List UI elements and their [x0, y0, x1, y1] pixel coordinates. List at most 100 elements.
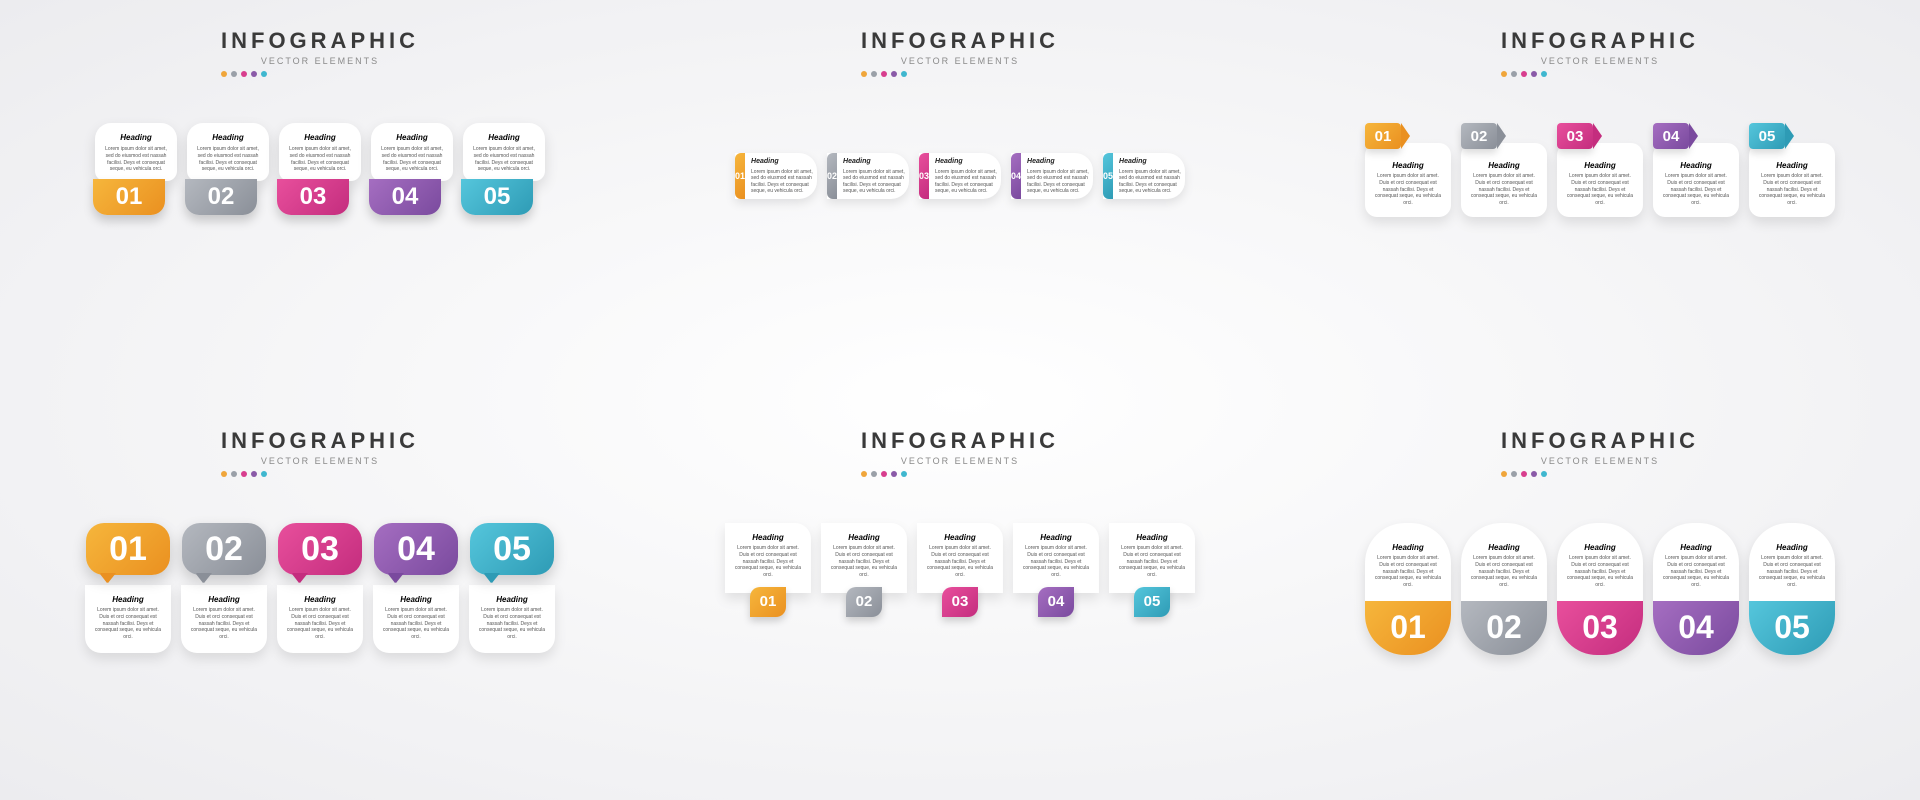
- step-heading: Heading: [1020, 533, 1092, 542]
- step-card: HeadingLorem ipsum dolor sit amet. Duis …: [1749, 143, 1835, 217]
- step-body: Lorem ipsum dolor sit amet. Duis et orci…: [1565, 555, 1635, 589]
- panel-header: INFOGRAPHICVECTOR ELEMENTS: [1501, 428, 1699, 477]
- step-text: HeadingLorem ipsum dolor sit amet, sed d…: [843, 157, 909, 194]
- step-body: Lorem ipsum dolor sit amet. Duis et orci…: [284, 607, 356, 641]
- step-05: Heading Lorem ipsum dolor sit amet, sed d…: [463, 123, 545, 215]
- step-text: HeadingLorem ipsum dolor sit amet, sed d…: [1027, 157, 1093, 194]
- step-01: 01 HeadingLorem ipsum dolor sit amet. Dui…: [85, 523, 171, 653]
- step-01: 01 Heading Lorem ipsum dolor sit amet, sed…: [735, 153, 817, 199]
- step-heading: Heading: [1468, 161, 1540, 170]
- palette-dot: [261, 71, 267, 77]
- step-number: 01: [93, 179, 165, 215]
- step-number: 05: [1134, 587, 1170, 617]
- step-card: Heading Lorem ipsum dolor sit amet. Duis …: [725, 523, 811, 593]
- step-card: HeadingLorem ipsum dolor sit amet. Duis …: [85, 585, 171, 653]
- bubble-tail: [484, 574, 498, 583]
- step-body: Lorem ipsum dolor sit amet. Duis et orci…: [1469, 555, 1539, 589]
- step-body: Lorem ipsum dolor sit amet, sed do eiusm…: [751, 169, 813, 195]
- palette-dot: [891, 471, 897, 477]
- step-body: Lorem ipsum dolor sit amet. Duis et orci…: [1661, 555, 1731, 589]
- palette-dot: [1531, 71, 1537, 77]
- palette-dot: [251, 71, 257, 77]
- step-03: 03HeadingLorem ipsum dolor sit amet. Dui…: [277, 523, 363, 653]
- step-heading: Heading: [751, 157, 813, 166]
- step-card: HeadingLorem ipsum dolor sit amet. Duis …: [1109, 523, 1195, 593]
- step-02: Heading Lorem ipsum dolor sit amet, sed d…: [187, 123, 269, 215]
- step-body: Lorem ipsum dolor sit amet, sed do eiusm…: [469, 146, 539, 173]
- step-card-top: HeadingLorem ipsum dolor sit amet. Duis …: [1557, 523, 1643, 601]
- step-tag: 01: [1365, 123, 1401, 149]
- step-number: 04: [1011, 153, 1021, 199]
- step-body: Lorem ipsum dolor sit amet, sed do eiusm…: [101, 146, 171, 173]
- step-tag: 04: [1653, 123, 1689, 149]
- palette-dots: [221, 71, 419, 77]
- step-number: 02: [1461, 601, 1547, 655]
- panel-header: INFOGRAPHICVECTOR ELEMENTS: [861, 428, 1059, 477]
- palette-dot: [901, 471, 907, 477]
- step-card: Heading Lorem ipsum dolor sit amet. Duis …: [181, 585, 267, 653]
- step-body: Lorem ipsum dolor sit amet. Duis et orci…: [476, 607, 548, 641]
- step-card: HeadingLorem ipsum dolor sit amet. Duis …: [1013, 523, 1099, 593]
- panel-1: INFOGRAPHICVECTOR ELEMENTS Heading Lorem i…: [0, 0, 640, 400]
- step-card: Heading Lorem ipsum dolor sit amet, sed d…: [463, 123, 545, 181]
- palette-dot: [871, 71, 877, 77]
- step-number: 03: [1567, 128, 1584, 145]
- step-number: 04: [1663, 128, 1680, 145]
- palette-dot: [861, 471, 867, 477]
- step-heading: Heading: [935, 157, 997, 166]
- step-number: 04: [1038, 587, 1074, 617]
- title: INFOGRAPHIC: [1501, 428, 1699, 454]
- step-number: 02: [1471, 128, 1488, 145]
- step-heading: Heading: [469, 133, 539, 142]
- step-03: 03HeadingLorem ipsum dolor sit amet. Dui…: [1557, 123, 1643, 217]
- step-row: 01HeadingLorem ipsum dolor sit amet, sed…: [735, 153, 1185, 199]
- title: INFOGRAPHIC: [1501, 28, 1699, 54]
- step-body: Lorem ipsum dolor sit amet. Duis et orci…: [828, 545, 900, 579]
- step-card: HeadingLorem ipsum dolor sit amet. Duis …: [469, 585, 555, 653]
- step-02: 02HeadingLorem ipsum dolor sit amet. Dui…: [181, 523, 267, 653]
- step-heading: Heading: [188, 595, 260, 604]
- step-card: HeadingLorem ipsum dolor sit amet. Duis …: [1557, 143, 1643, 217]
- step-heading: Heading: [732, 533, 804, 542]
- palette-dot: [891, 71, 897, 77]
- step-heading: Heading: [92, 595, 164, 604]
- step-01: Heading Lorem ipsum dolor sit amet. Duis …: [725, 523, 811, 617]
- step-number: 01: [86, 523, 170, 575]
- step-05: 05HeadingLorem ipsum dolor sit amet, sed…: [1103, 153, 1185, 199]
- palette-dot: [1501, 471, 1507, 477]
- step-heading: Heading: [828, 533, 900, 542]
- step-heading: Heading: [1661, 543, 1731, 552]
- step-body: Lorem ipsum dolor sit amet, sed do eiusm…: [285, 146, 355, 173]
- step-heading: Heading: [101, 133, 171, 142]
- title: INFOGRAPHIC: [861, 28, 1059, 54]
- step-body: Lorem ipsum dolor sit amet. Duis et orci…: [1564, 173, 1636, 207]
- step-tag: 03: [1557, 123, 1593, 149]
- step-card: Heading Lorem ipsum dolor sit amet. Duis …: [821, 523, 907, 593]
- step-number: 01: [735, 153, 745, 199]
- step-row: Heading Lorem ipsum dolor sit amet, sed d…: [95, 123, 545, 215]
- palette-dot: [221, 71, 227, 77]
- step-heading: Heading: [924, 533, 996, 542]
- bubble-tail: [292, 574, 306, 583]
- step-card-top: HeadingLorem ipsum dolor sit amet. Duis …: [1461, 523, 1547, 601]
- step-01: Heading Lorem ipsum dolor sit amet, sed d…: [95, 123, 177, 215]
- step-01: 01HeadingLorem ipsum dolor sit amet. Dui…: [1365, 123, 1451, 217]
- panel-2: INFOGRAPHICVECTOR ELEMENTS01HeadingLorem…: [640, 0, 1280, 400]
- step-text: HeadingLorem ipsum dolor sit amet, sed d…: [935, 157, 1001, 194]
- panel-3: INFOGRAPHICVECTOR ELEMENTS01HeadingLorem…: [1280, 0, 1920, 400]
- step-heading: Heading: [1660, 161, 1732, 170]
- step-number: 03: [1557, 601, 1643, 655]
- step-03: HeadingLorem ipsum dolor sit amet. Duis …: [1557, 523, 1643, 655]
- step-number: 03: [277, 179, 349, 215]
- panel-header: INFOGRAPHICVECTOR ELEMENTS: [221, 28, 419, 77]
- step-01: HeadingLorem ipsum dolor sit amet. Duis …: [1365, 523, 1451, 655]
- step-body: Lorem ipsum dolor sit amet. Duis et orci…: [188, 607, 260, 641]
- palette-dots: [861, 471, 1059, 477]
- step-body: Lorem ipsum dolor sit amet. Duis et orci…: [732, 545, 804, 579]
- panel-header: INFOGRAPHICVECTOR ELEMENTS: [861, 28, 1059, 77]
- step-heading: Heading: [193, 133, 263, 142]
- step-body: Lorem ipsum dolor sit amet, sed do eiusm…: [193, 146, 263, 173]
- step-card: HeadingLorem ipsum dolor sit amet, sed d…: [371, 123, 453, 181]
- step-number: 02: [846, 587, 882, 617]
- step-row: Heading Lorem ipsum dolor sit amet. Duis …: [1365, 523, 1835, 655]
